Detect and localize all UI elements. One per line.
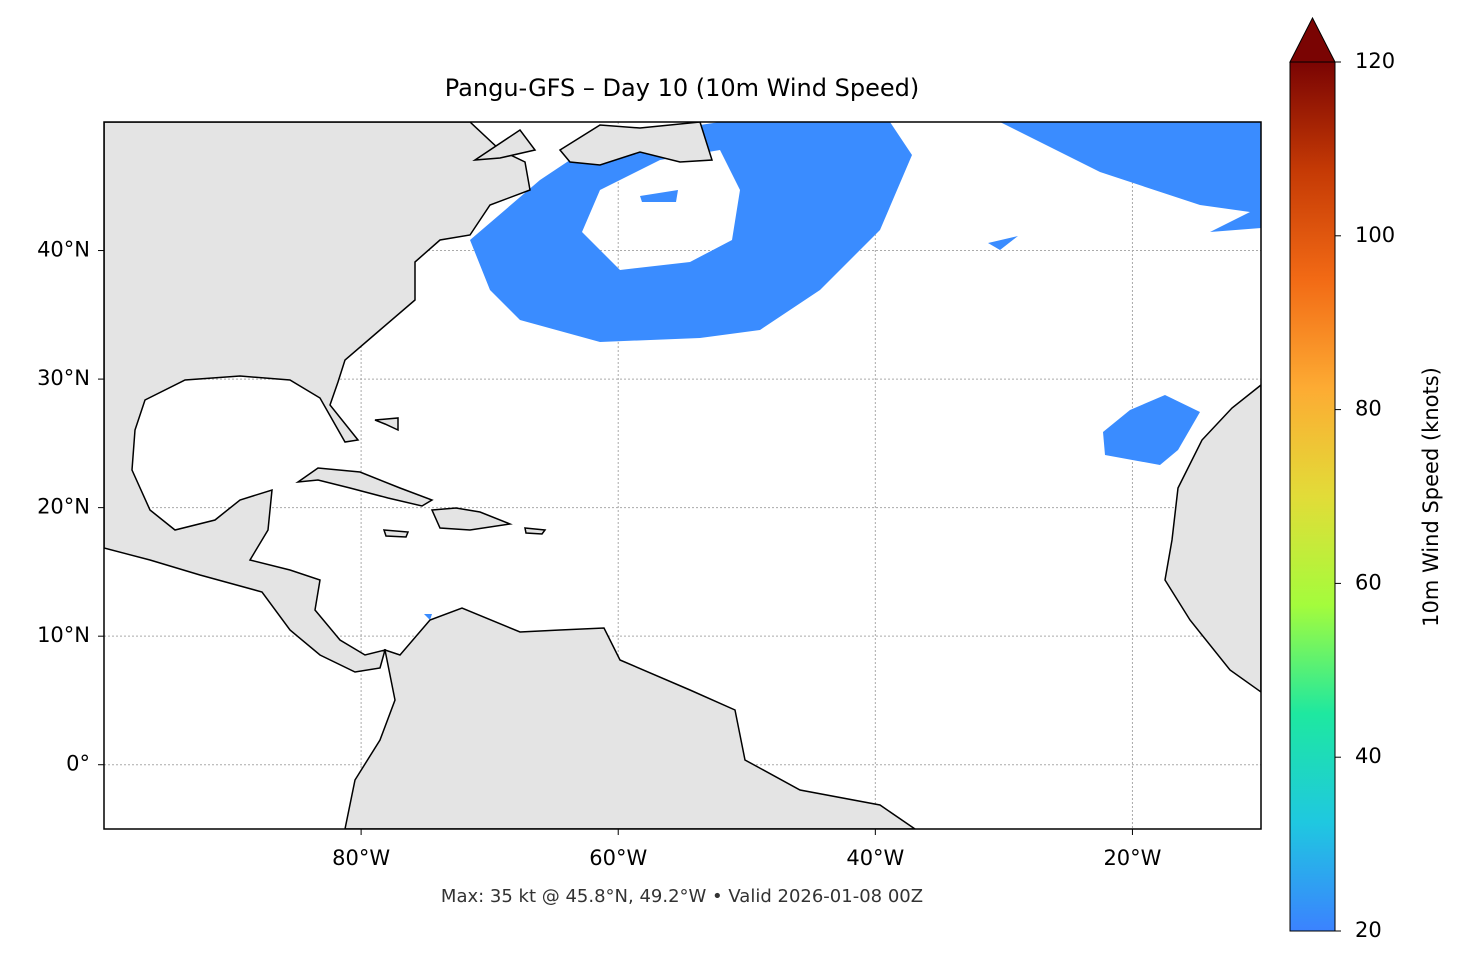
- land: [344, 607, 917, 829]
- colorbar-tick-label: 20: [1355, 918, 1382, 942]
- x-tick-label: 40°W: [846, 846, 904, 870]
- wind-swath: [1000, 122, 1261, 232]
- caption: Max: 35 kt @ 45.8°N, 49.2°W • Valid 2026…: [441, 886, 923, 907]
- y-tick-label: 0°: [66, 752, 90, 776]
- colorbar-tick-label: 80: [1355, 397, 1382, 421]
- x-tick-label: 80°W: [332, 846, 390, 870]
- colorbar-tick-label: 40: [1355, 744, 1382, 768]
- y-tick-label: 20°N: [37, 495, 90, 519]
- colorbar-tick-label: 100: [1355, 223, 1395, 247]
- y-tick-label: 10°N: [37, 623, 90, 647]
- y-tick-label: 30°N: [37, 366, 90, 390]
- map-frame: [103, 121, 1262, 830]
- colorbar-tick-label: 120: [1355, 49, 1395, 73]
- colorbar-tick-label: 60: [1355, 570, 1382, 594]
- x-tick-label: 20°W: [1103, 846, 1161, 870]
- y-tick-label: 40°N: [37, 238, 90, 262]
- colorbar: [1289, 61, 1336, 932]
- chart-title: Pangu-GFS – Day 10 (10m Wind Speed): [445, 74, 919, 102]
- island: [295, 417, 547, 538]
- x-tick-label: 60°W: [589, 846, 647, 870]
- land: [1164, 384, 1261, 693]
- colorbar-label: 10m Wind Speed (knots): [1419, 367, 1443, 627]
- map-area: [104, 122, 1261, 829]
- colorbar-extension: [1289, 16, 1336, 63]
- land: [104, 122, 531, 673]
- wind-swath: [470, 122, 912, 342]
- wind-swath: [1103, 395, 1200, 465]
- land: [472, 122, 714, 166]
